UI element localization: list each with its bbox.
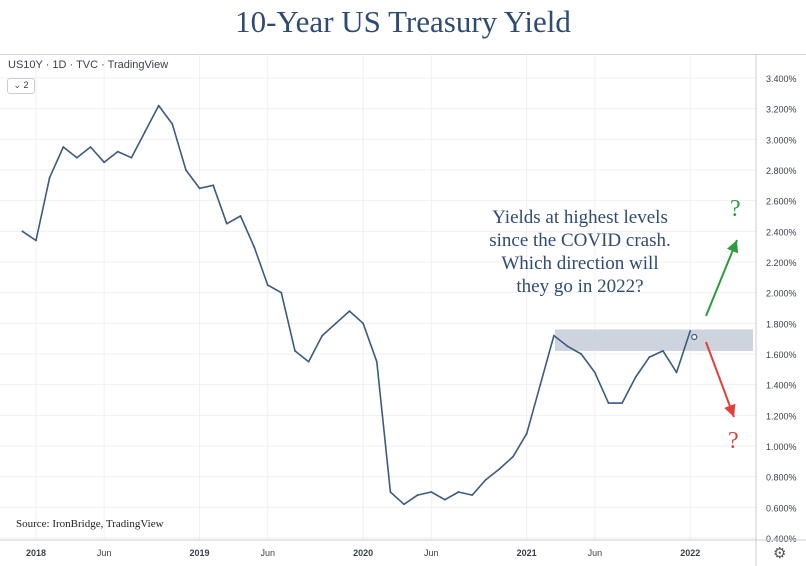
y-tick-label: 1.600% <box>766 350 797 360</box>
data-point <box>171 123 174 125</box>
annotation-line: they go in 2022? <box>516 276 644 297</box>
x-tick-label: Jun <box>588 548 603 558</box>
data-point <box>430 491 433 493</box>
y-tick-label: 0.400% <box>766 534 797 544</box>
yield-line-series[interactable] <box>21 104 691 506</box>
y-tick-label: 3.400% <box>766 74 797 84</box>
data-point <box>648 356 651 358</box>
data-point <box>130 156 133 159</box>
data-point <box>21 230 24 233</box>
last-value-marker <box>691 333 698 341</box>
data-point <box>321 334 324 337</box>
data-point <box>580 353 583 355</box>
data-point <box>498 468 501 470</box>
data-point <box>280 291 283 294</box>
y-tick-label: 2.400% <box>766 227 797 237</box>
arrow-down-red <box>705 341 736 418</box>
data-point <box>457 491 460 493</box>
data-point <box>566 345 569 348</box>
data-point <box>621 402 623 404</box>
data-point <box>198 187 201 190</box>
data-point <box>362 322 365 325</box>
data-point <box>307 360 310 363</box>
data-point <box>103 161 106 164</box>
y-tick-label: 1.400% <box>766 381 797 391</box>
x-tick-label: Jun <box>97 548 112 558</box>
data-point <box>662 350 664 352</box>
data-point <box>471 494 474 496</box>
chart-title: 10-Year US Treasury Yield <box>235 4 571 39</box>
x-tick-label: 2021 <box>517 548 537 558</box>
y-tick-label: 2.000% <box>766 289 797 299</box>
y-tick-label: 2.600% <box>766 197 797 207</box>
data-point <box>539 383 542 386</box>
data-point <box>144 130 146 133</box>
y-tick-label: 2.200% <box>766 258 797 268</box>
data-point <box>185 169 187 171</box>
question-mark-down: ? <box>728 428 739 454</box>
annotation-text: Yields at highest levels since the COVID… <box>455 206 705 298</box>
data-point <box>348 310 351 312</box>
annotation-line: Yields at highest levels <box>492 207 668 228</box>
arrow-up-green <box>705 239 739 317</box>
y-tick-label: 1.000% <box>766 442 797 452</box>
data-point <box>512 455 514 458</box>
data-point <box>253 245 255 248</box>
data-point <box>634 376 637 378</box>
data-point <box>416 494 419 496</box>
data-point <box>116 150 119 153</box>
y-tick-label: 0.800% <box>766 473 797 483</box>
data-point <box>375 360 378 363</box>
x-tick-label: 2019 <box>190 548 210 558</box>
data-point <box>389 491 392 493</box>
data-point <box>675 371 678 374</box>
data-point <box>266 284 269 286</box>
data-point <box>444 498 446 501</box>
x-tick-label: 2020 <box>353 548 373 558</box>
data-point <box>35 239 37 242</box>
settings-gear-icon[interactable]: ⚙ <box>773 545 787 562</box>
y-tick-label: 3.200% <box>766 105 797 115</box>
x-tick-label: 2022 <box>680 548 700 558</box>
annotation-line: since the COVID crash. <box>489 230 671 251</box>
x-tick-label: 2018 <box>26 548 46 558</box>
y-tick-label: 3.000% <box>766 135 797 145</box>
symbol-line[interactable]: US10Y · 1D · TVC · TradingView <box>8 59 169 71</box>
highlight-band <box>555 329 753 351</box>
data-point <box>403 503 405 506</box>
x-tick-label: Jun <box>424 548 439 558</box>
chart-frame <box>0 54 806 566</box>
source-note: Source: IronBridge, TradingView <box>16 518 164 530</box>
y-tick-label: 1.200% <box>766 411 797 421</box>
data-point <box>294 350 296 352</box>
question-mark-up: ? <box>730 196 741 222</box>
y-tick-label: 0.600% <box>766 503 797 513</box>
data-point <box>62 146 65 148</box>
chart-canvas[interactable]: 3.400% 3.200% 3.000% 2.800% 2.600% 2.400% 2.20… <box>0 54 806 566</box>
data-point <box>48 176 51 179</box>
y-tick-label: 1.800% <box>766 319 797 329</box>
data-point <box>607 402 610 404</box>
y-tick-label: 2.800% <box>766 166 797 176</box>
data-point <box>89 146 92 148</box>
data-point <box>525 432 528 435</box>
x-tick-label: Jun <box>260 548 275 558</box>
annotation-line: Which direction will <box>501 253 659 274</box>
data-point <box>334 322 337 325</box>
data-point <box>225 222 228 225</box>
data-point <box>239 215 242 217</box>
data-point <box>593 371 596 374</box>
data-point <box>212 184 215 187</box>
data-point <box>484 478 487 481</box>
data-point <box>689 330 692 332</box>
collapse-indicators-button[interactable]: ⌄ 2 <box>7 78 35 94</box>
data-point <box>553 334 555 337</box>
data-point <box>75 156 78 159</box>
data-point <box>157 104 160 107</box>
